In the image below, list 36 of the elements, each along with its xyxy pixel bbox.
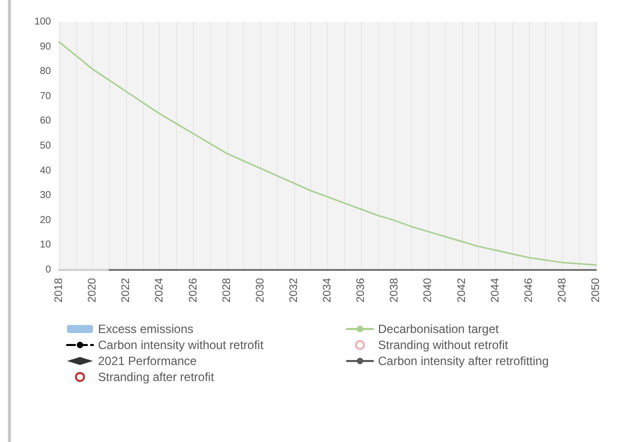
y-tick-label: 0	[45, 264, 52, 276]
x-tick-label: 2044	[489, 278, 502, 302]
y-tick-label: 40	[40, 165, 52, 176]
x-tick-label: 2026	[187, 278, 200, 302]
x-tick-label: 2022	[120, 278, 132, 302]
y-tick-label: 60	[40, 116, 52, 127]
x-tick-label: 2036	[355, 278, 368, 302]
legend-label: Decarbonisation target	[378, 322, 500, 336]
legend-label: Stranding after retrofit	[98, 370, 215, 384]
x-tick-label: 2048	[556, 278, 568, 302]
x-tick-label: 2038	[388, 278, 401, 302]
y-tick-label: 100	[34, 16, 52, 28]
x-tick-label: 2018	[53, 278, 65, 302]
legend-label: Carbon intensity without retrofit	[98, 338, 264, 352]
legend-label: Stranding without retrofit	[378, 338, 509, 352]
y-tick-label: 20	[40, 214, 52, 226]
x-tick-label: 2032	[288, 278, 300, 302]
line-series	[58, 41, 597, 266]
x-tick-label: 2028	[220, 278, 233, 302]
legend-label: 2021 Performance	[98, 354, 198, 368]
y-tick-label: 80	[40, 66, 52, 78]
x-tick-label: 2020	[86, 278, 99, 302]
y-tick-label: 10	[40, 240, 52, 251]
y-tick-label: 50	[40, 140, 52, 152]
x-tick-label: 2024	[154, 278, 166, 302]
legend-label: Excess emissions	[98, 322, 194, 336]
y-tick-label: 90	[40, 41, 52, 52]
legend-label: Carbon intensity after retrofitting	[378, 354, 549, 368]
y-tick-label: 70	[40, 90, 52, 102]
x-tick-label: 2030	[254, 278, 266, 302]
x-tick-label: 2034	[322, 278, 334, 302]
x-tick-label: 2046	[522, 278, 535, 302]
x-tick-label: 2040	[422, 278, 434, 302]
y-tick-label: 30	[40, 190, 52, 202]
x-tick-label: 2042	[456, 278, 468, 302]
x-tick-label: 2050	[590, 278, 602, 302]
